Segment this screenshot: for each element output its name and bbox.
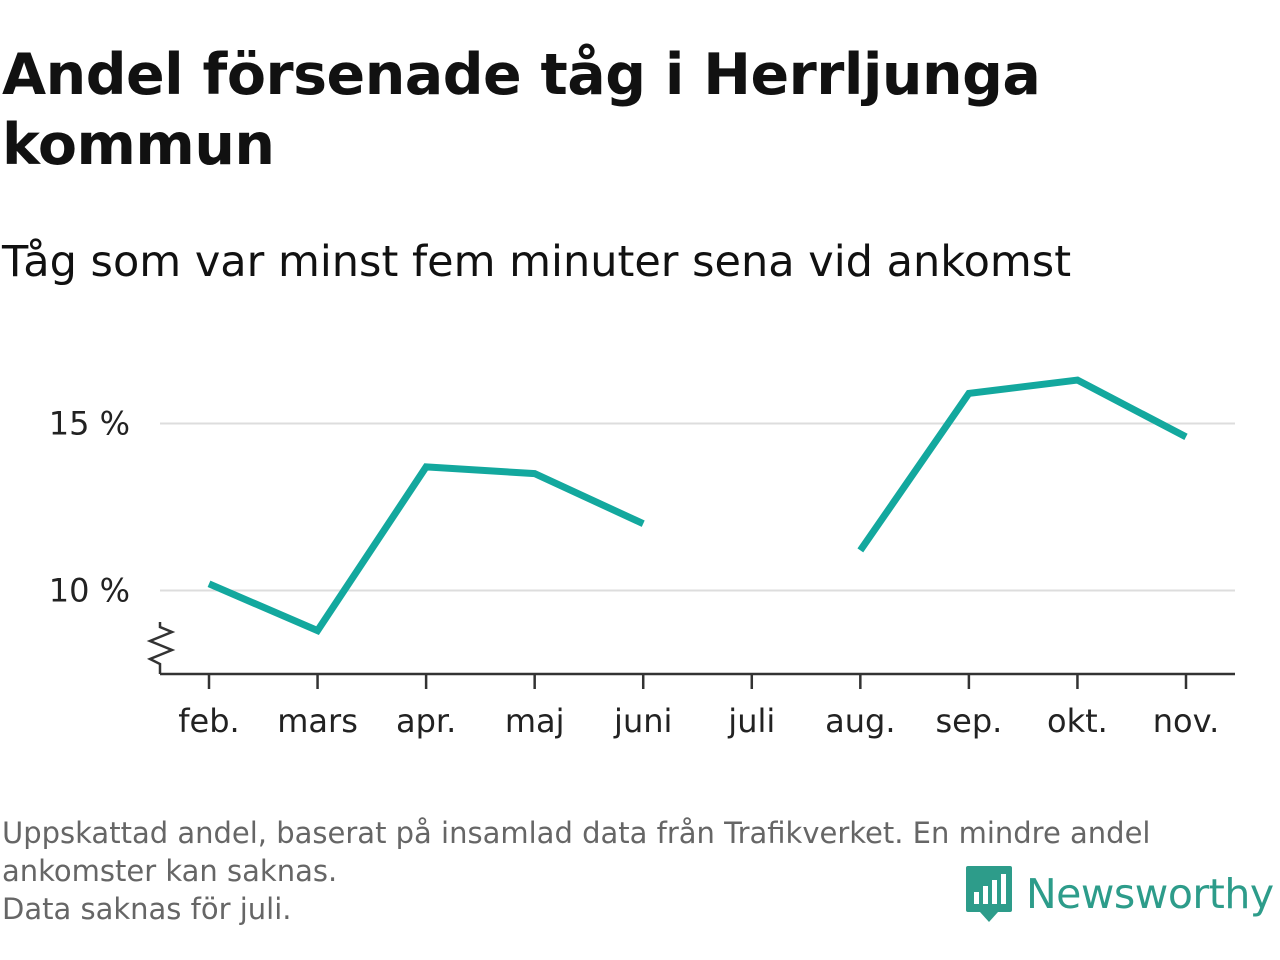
grid-lines — [160, 422, 1235, 592]
x-tick-label: maj — [505, 702, 565, 740]
x-tick-label: feb. — [178, 702, 239, 740]
footer-note: Uppskattad andel, baserat på insamlad da… — [2, 814, 1272, 928]
series-line — [207, 376, 1188, 635]
x-axis — [146, 622, 1235, 689]
x-tick-label: nov. — [1153, 702, 1219, 740]
series-line-segment — [207, 463, 645, 635]
y-tick-label: 10 % — [49, 572, 130, 610]
series-line-segment — [857, 376, 1188, 553]
newsworthy-logo-icon — [966, 866, 1012, 922]
axis-break-mark — [146, 622, 176, 674]
newsworthy-logo: Newsworthy — [964, 862, 1274, 926]
x-tick-label: mars — [277, 702, 358, 740]
footer-line: ankomster kan saknas. — [2, 854, 338, 888]
footer-line: Data saknas för juli. — [2, 892, 292, 926]
chart-subtitle: Tåg som var minst fem minuter sena vid a… — [2, 237, 1072, 287]
chart-title: Andel försenade tåg i Herrljunga kommun — [2, 42, 1041, 178]
x-tick-label: apr. — [396, 702, 456, 740]
y-tick-labels: 10 % 15 % — [49, 405, 130, 610]
x-tick-label: aug. — [825, 702, 895, 740]
logo-text: Newsworthy — [1026, 870, 1274, 918]
y-tick-label: 15 % — [49, 405, 130, 443]
x-tick-label: juni — [613, 702, 672, 740]
x-tick-label: okt. — [1047, 702, 1108, 740]
x-tick-labels: feb. mars apr. maj juni juli aug. sep. okt. nov. — [178, 702, 1219, 740]
x-tick-label: sep. — [935, 702, 1002, 740]
x-tick-label: juli — [727, 702, 775, 740]
footer-line: Uppskattad andel, baserat på insamlad da… — [2, 816, 1151, 850]
